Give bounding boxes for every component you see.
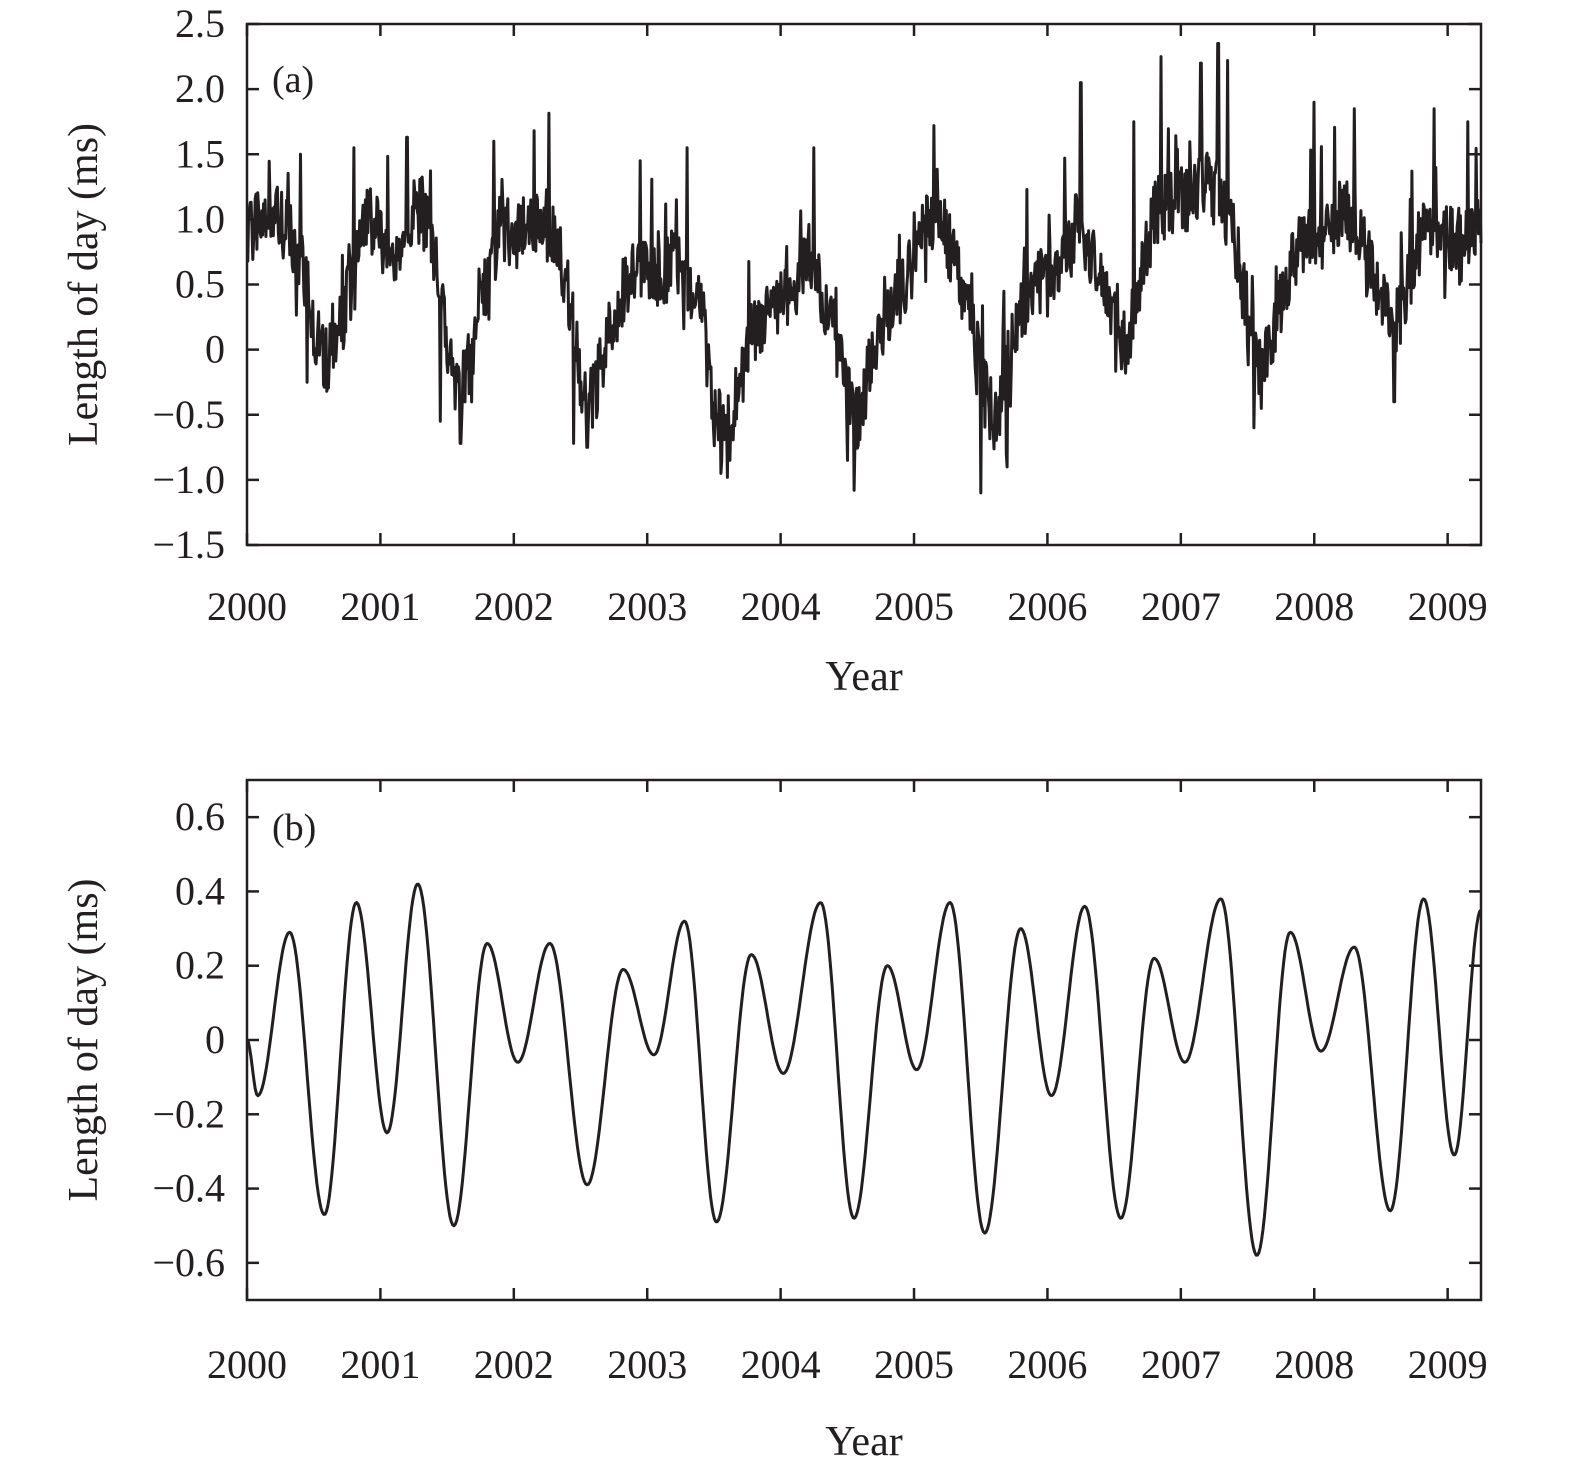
- y-tick-label: 0.6: [175, 794, 225, 839]
- x-tick-label: 2004: [741, 1342, 821, 1387]
- y-axis-title: Length of day (ms): [61, 123, 107, 446]
- y-axis-title: Length of day (ms): [61, 878, 107, 1201]
- x-tick-label: 2003: [607, 584, 687, 629]
- y-tick-label: 1.5: [175, 131, 225, 176]
- y-tick-label: 0.2: [175, 943, 225, 988]
- y-tick-label: 0.5: [175, 262, 225, 307]
- x-tick-label: 2004: [741, 584, 821, 629]
- y-tick-label: −0.6: [152, 1240, 225, 1285]
- series-line-lod-filtered: [245, 882, 1483, 1257]
- y-tick-label: 0.4: [175, 868, 225, 913]
- panel-label: (a): [272, 59, 314, 101]
- x-tick-label: 2006: [1007, 584, 1087, 629]
- y-tick-label: −0.5: [152, 392, 225, 437]
- panel-label: (b): [272, 807, 316, 849]
- panel-a: 2000 2001 2002 2003 2004 2005 2006 2007 2008 2009…: [61, 1, 1488, 700]
- x-tick-label: 2005: [874, 1342, 954, 1387]
- y-tick-label: 0: [205, 1017, 225, 1062]
- x-tick-label: 2001: [340, 1342, 420, 1387]
- x-tick-label: 2000: [207, 584, 287, 629]
- y-tick-label: 1.0: [175, 196, 225, 241]
- x-tick-label: 2002: [474, 1342, 554, 1387]
- y-tick-label: 2.5: [175, 1, 225, 46]
- y-tick-label: 0: [205, 327, 225, 372]
- x-tick-label: 2001: [340, 584, 420, 629]
- x-axis-title: Year: [825, 654, 902, 700]
- x-tick-label: 2009: [1408, 1342, 1488, 1387]
- series-line-lod-raw: [245, 42, 1483, 495]
- y-tick-label: 2.0: [175, 66, 225, 111]
- x-tick-label: 2006: [1007, 1342, 1087, 1387]
- y-tick-label: −0.4: [152, 1166, 225, 1211]
- x-tick-label: 2009: [1408, 584, 1488, 629]
- y-tick-label: −1.5: [152, 522, 225, 567]
- y-tick-label: −0.2: [152, 1091, 225, 1136]
- x-tick-label: 2008: [1274, 1342, 1354, 1387]
- x-tick-label: 2002: [474, 584, 554, 629]
- plot-frame: [245, 778, 1483, 1302]
- x-tick-label: 2003: [607, 1342, 687, 1387]
- panel-b: 2000 2001 2002 2003 2004 2005 2006 2007 2008 2009…: [61, 778, 1488, 1465]
- x-axis-title: Year: [825, 1419, 902, 1465]
- x-tick-label: 2007: [1141, 584, 1221, 629]
- x-tick-label: 2000: [207, 1342, 287, 1387]
- y-tick-label: −1.0: [152, 457, 225, 502]
- x-tick-label: 2005: [874, 584, 954, 629]
- x-tick-label: 2008: [1274, 584, 1354, 629]
- x-tick-label: 2007: [1141, 1342, 1221, 1387]
